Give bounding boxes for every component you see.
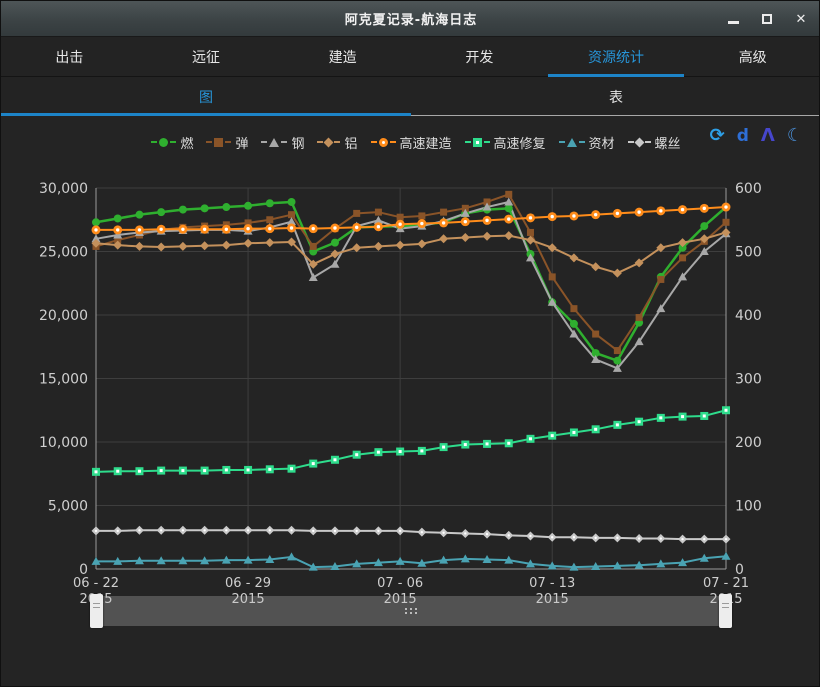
svg-text:25,000: 25,000 (39, 245, 88, 261)
svg-text:20,000: 20,000 (39, 308, 88, 324)
legend-label: 铝 (344, 136, 358, 152)
svg-text:400: 400 (735, 308, 762, 324)
tab-1[interactable]: 远征 (192, 49, 220, 66)
d-icon[interactable]: d (736, 125, 749, 146)
minimize-button[interactable] (723, 9, 743, 29)
resource-chart-svg: 0 5,000 10,000 15,000 20,000 25,000 30,000 0 100… (39, 181, 762, 607)
square-marker-icon (206, 137, 232, 147)
maximize-button[interactable] (757, 9, 777, 29)
subtab-table[interactable]: 表 (411, 77, 819, 116)
tab-2[interactable]: 建造 (328, 49, 357, 66)
close-icon: ✕ (795, 11, 807, 27)
diamond-marker-icon (317, 137, 341, 147)
svg-text:0: 0 (79, 562, 88, 578)
slider-handle-right[interactable] (719, 594, 732, 628)
legend-item-0[interactable]: 燃 (151, 133, 193, 152)
svg-text:200: 200 (735, 435, 762, 451)
circle-dot-marker-icon (370, 137, 396, 147)
triangle-marker-icon (261, 137, 288, 147)
main-tab-bar: 出击 远征 建造 开发 资源统计 高级 (1, 37, 819, 77)
svg-text:0: 0 (735, 562, 744, 578)
subtab-chart[interactable]: 图 (1, 77, 411, 116)
svg-text:07 - 13: 07 - 13 (529, 576, 575, 591)
svg-text:15,000: 15,000 (39, 372, 88, 388)
svg-text:600: 600 (735, 181, 762, 197)
svg-text:500: 500 (735, 245, 762, 261)
legend-item-3[interactable]: 铝 (317, 133, 358, 152)
tab-3[interactable]: 开发 (465, 49, 494, 66)
slider-track[interactable] (96, 596, 726, 626)
square-dot-marker-icon (464, 137, 490, 147)
tab-0[interactable]: 出击 (55, 49, 84, 66)
svg-text:07 - 21: 07 - 21 (703, 576, 749, 591)
window-controls: ✕ (723, 1, 811, 37)
svg-text:06 - 22: 06 - 22 (73, 576, 119, 591)
tab-4-active[interactable]: 资源统计 (547, 37, 685, 77)
legend-label: 弹 (235, 136, 249, 152)
legend-label: 资材 (588, 136, 615, 152)
legend-item-5[interactable]: 高速修复 (464, 133, 546, 152)
compass-icon[interactable]: Λ (760, 125, 775, 146)
legend-item-2[interactable]: 钢 (261, 133, 304, 152)
svg-text:100: 100 (735, 499, 762, 515)
legend-item-7[interactable]: 螺丝 (627, 133, 681, 152)
refresh-icon[interactable]: ⟳ (709, 125, 725, 146)
legend-label: 高速修复 (493, 136, 546, 152)
svg-text:2015: 2015 (384, 592, 417, 607)
svg-text:10,000: 10,000 (39, 435, 88, 451)
slider-handle-left[interactable] (90, 594, 103, 628)
legend-item-4[interactable]: 高速建造 (370, 133, 452, 152)
legend-row: 燃 弹 钢 铝 高速建造 高速修复 资材 螺丝 (1, 125, 819, 159)
slider-grip[interactable] (402, 606, 420, 616)
triangle-marker-icon (558, 137, 585, 147)
maximize-icon (762, 14, 772, 24)
moon-icon[interactable]: ☾ (786, 125, 803, 146)
title-bar: 阿克夏记录-航海日志 ✕ (1, 1, 819, 37)
time-range-slider[interactable] (1, 594, 819, 628)
svg-text:2015: 2015 (232, 592, 265, 607)
chart-toolbar: ⟳ d Λ ☾ (710, 127, 803, 145)
svg-text:30,000: 30,000 (39, 181, 88, 197)
circle-marker-icon (151, 137, 177, 147)
legend-label: 钢 (291, 136, 305, 152)
legend-item-6[interactable]: 资材 (558, 133, 615, 152)
tab-5[interactable]: 高级 (738, 49, 767, 66)
legend-label: 燃 (180, 136, 194, 152)
view-tab-bar: 图表 (1, 77, 819, 116)
chart-legend: 燃 弹 钢 铝 高速建造 高速修复 资材 螺丝 (141, 133, 681, 152)
legend-label: 高速建造 (399, 136, 452, 152)
resource-chart: 0 5,000 10,000 15,000 20,000 25,000 30,000 0 100… (1, 164, 819, 609)
close-button[interactable]: ✕ (791, 9, 811, 29)
legend-label: 螺丝 (654, 136, 681, 152)
svg-text:5,000: 5,000 (48, 499, 88, 515)
svg-text:06 - 29: 06 - 29 (225, 576, 271, 591)
svg-text:07 - 06: 07 - 06 (377, 576, 423, 591)
svg-text:300: 300 (735, 372, 762, 388)
window-title: 阿克夏记录-航海日志 (344, 13, 478, 28)
svg-text:2015: 2015 (536, 592, 569, 607)
legend-item-1[interactable]: 弹 (206, 133, 248, 152)
diamond-dot-marker-icon (627, 137, 651, 147)
minimize-icon (727, 20, 739, 24)
